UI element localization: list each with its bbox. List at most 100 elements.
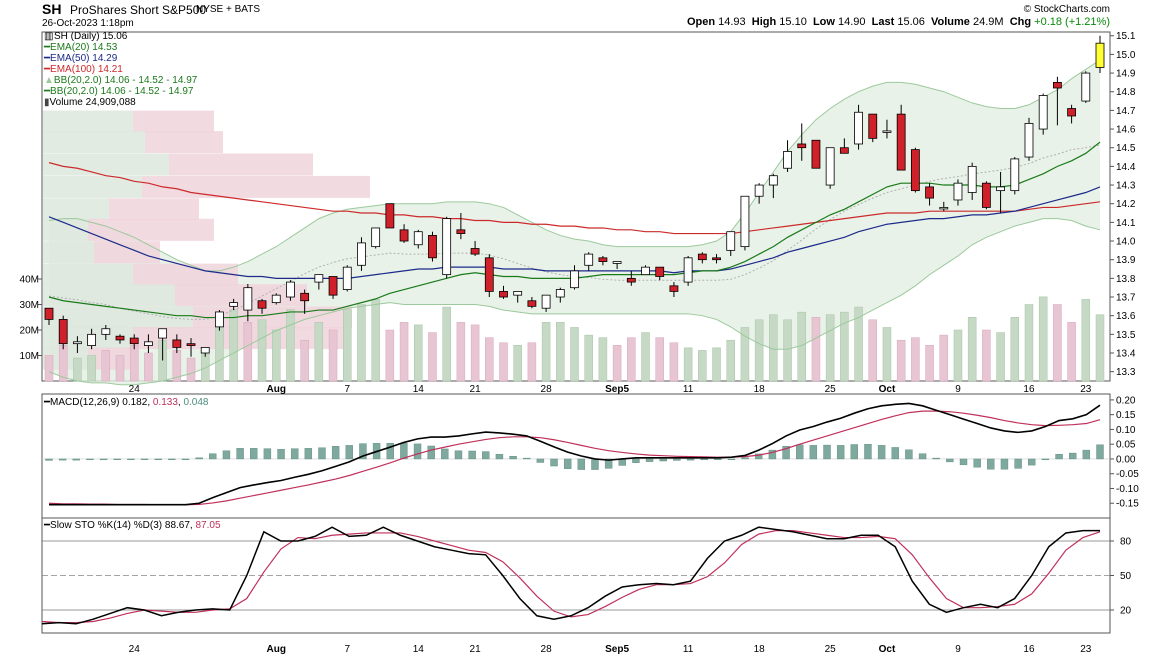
x-axis-tick-label: 25 <box>825 384 837 395</box>
candle-body <box>342 266 352 290</box>
macd-histogram-bar <box>714 458 722 460</box>
volume-axis-tick-label: 20M <box>20 326 39 337</box>
volume-axis-tick-label: 10M <box>20 351 39 362</box>
x-axis-tick-label: 7 <box>344 384 350 395</box>
x-axis-tick-label: Sep5 <box>605 384 629 395</box>
macd-histogram-bar <box>413 443 422 460</box>
macd-label: MACD(12,26,9) <box>50 397 120 408</box>
price-axis-tick-label: 14.6 <box>1116 125 1136 136</box>
volume-bar <box>129 345 139 382</box>
price-axis-tick-label: 13.3 <box>1116 367 1136 378</box>
candle-body <box>839 147 849 154</box>
volume-bar <box>243 322 253 382</box>
macd-axis-tick-label: 0.00 <box>1116 454 1136 465</box>
macd-histogram-bar <box>604 458 613 469</box>
volume-by-price-up-bar <box>43 306 193 329</box>
x-axis-tick-label: Oct <box>879 384 896 395</box>
macd-histogram-bar <box>454 450 463 460</box>
chg-value: +0.18 (+1.21%) <box>1034 16 1110 28</box>
x-axis-tick-label: 11 <box>683 384 694 395</box>
macd-histogram-bar <box>441 448 449 460</box>
candle-body <box>882 130 892 133</box>
volume-by-price-up-bar <box>43 218 88 241</box>
volume-bar <box>73 357 82 382</box>
volume-bar <box>328 329 338 382</box>
volume-by-price-up-bar <box>43 131 145 154</box>
volume-bar <box>641 332 650 382</box>
macd-histogram-bar <box>386 443 394 460</box>
macd-histogram-bar <box>891 447 899 460</box>
price-axis-tick-label: 14.2 <box>1116 199 1136 210</box>
price-axis-tick-label: 15.0 <box>1116 50 1136 61</box>
volume-bar <box>44 355 54 382</box>
volume-bar <box>1053 304 1062 382</box>
volume-value: 24.9M <box>973 16 1004 28</box>
candle-body <box>868 113 878 139</box>
volume-bar <box>925 345 934 382</box>
candle-body <box>783 151 792 169</box>
x-axis-tick-label: 9 <box>955 384 961 395</box>
candle-body <box>726 231 736 251</box>
macd-legend: ━MACD(12,26,9) 0.182, 0.133, 0.048 <box>44 397 209 408</box>
macd-histogram-bar <box>1028 458 1036 466</box>
volume-by-price-down-bar <box>133 263 238 286</box>
candle-body <box>740 195 750 248</box>
sto-label: Slow STO %K(14) %D(3) <box>50 520 163 531</box>
macd-value: 0.182 <box>122 397 148 408</box>
macd-histogram-bar <box>823 444 831 460</box>
low-value: 14.90 <box>838 16 866 28</box>
macd-histogram-bar <box>550 458 558 467</box>
candle-body <box>981 182 991 208</box>
price-axis-tick-label: 14.9 <box>1116 69 1136 80</box>
volume-axis-tick-label: 40M <box>20 275 39 286</box>
candle-body <box>1010 158 1020 192</box>
macd-histogram-bar <box>400 443 408 460</box>
price-axis-tick-label: 13.8 <box>1116 274 1136 285</box>
candle-body <box>513 291 523 296</box>
x-axis-tick-label: Oct <box>879 644 896 655</box>
macd-histogram-bar <box>700 458 708 461</box>
macd-histogram-bar <box>509 456 517 460</box>
sto-d-value: 87.05 <box>195 520 221 531</box>
price-axis-tick-label: 14.1 <box>1116 218 1136 229</box>
macd-histogram-bar <box>140 458 149 460</box>
x-axis-tick-label: 21 <box>470 644 482 655</box>
candle-body <box>314 274 324 283</box>
macd-histogram-bar <box>99 458 108 461</box>
macd-signal-line <box>48 410 1101 506</box>
candle-body <box>442 218 452 276</box>
candle-body <box>598 257 608 262</box>
candle-body <box>925 186 934 199</box>
candle-body <box>428 235 437 259</box>
candle-body <box>555 289 565 298</box>
volume-bar <box>144 352 153 382</box>
macd-panel-frame <box>41 393 1111 519</box>
legend-ema100: ━EMA(100) 14.21 <box>44 64 123 75</box>
volume-bar <box>470 324 480 382</box>
macd-line <box>49 402 1101 506</box>
volume-bar <box>896 339 906 382</box>
x-axis-tick-label: 16 <box>1023 384 1035 395</box>
macd-histogram-bar <box>209 453 217 460</box>
exchange-label: NYSE + BATS <box>196 4 261 15</box>
volume-bar <box>399 322 409 382</box>
macd-histogram-bar <box>850 444 859 460</box>
candle-body <box>229 302 239 307</box>
chg-label: Chg <box>1009 16 1032 28</box>
macd-histogram-bar <box>523 457 531 460</box>
chart-header: SH ProShares Short S&P500 NYSE + BATS 26… <box>42 0 1110 32</box>
volume-bar <box>712 347 721 382</box>
x-axis-tick-label: 24 <box>129 384 141 395</box>
macd-histogram-bar <box>263 448 272 460</box>
volume-bar <box>1010 317 1020 382</box>
macd-histogram-bar <box>58 458 67 461</box>
price-axis-tick-label: 14.0 <box>1116 237 1136 248</box>
volume-bar <box>868 319 878 382</box>
price-axis-tick-label: 13.6 <box>1116 311 1136 322</box>
x-axis-tick-label: 18 <box>754 644 766 655</box>
x-axis-tick-label: Sep5 <box>605 644 629 655</box>
volume-by-price-down-bar <box>88 218 214 241</box>
candle-body <box>58 319 68 345</box>
volume-axis-tick-label: 30M <box>20 300 39 311</box>
